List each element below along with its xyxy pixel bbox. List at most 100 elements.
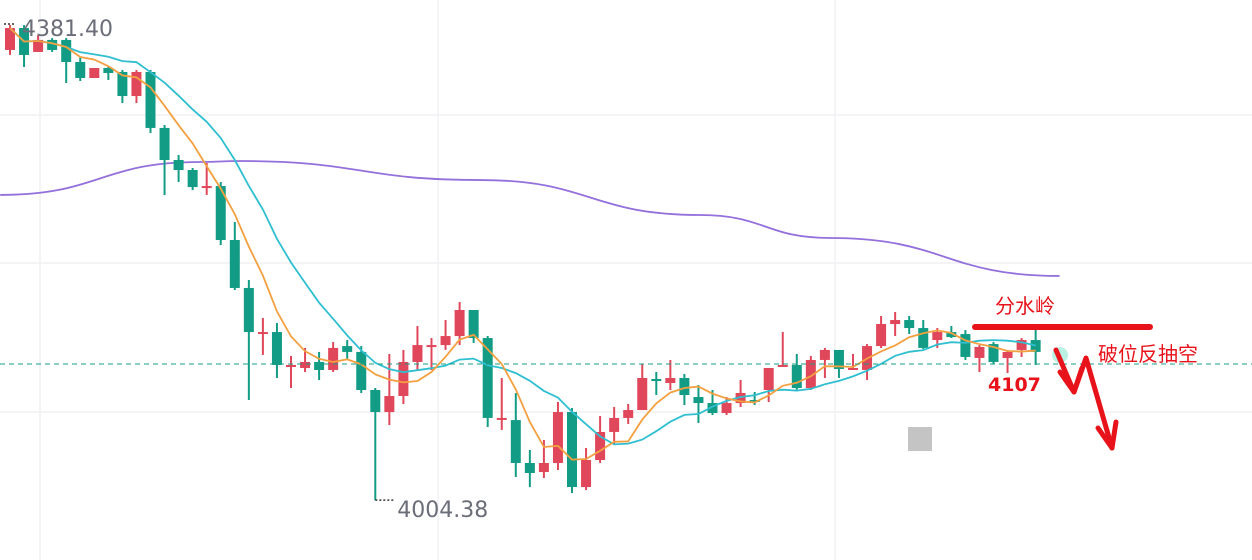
candle (412, 326, 423, 370)
candle-body (637, 377, 648, 411)
candle-body (1016, 340, 1027, 350)
candle (651, 371, 662, 396)
candle-body (918, 328, 929, 348)
candle (637, 363, 648, 411)
candle (1016, 338, 1027, 357)
ma-layer (9, 27, 1036, 461)
candle (805, 355, 816, 391)
candles-layer (5, 25, 1041, 501)
candle (988, 342, 999, 364)
candle-body (131, 71, 142, 97)
candle (510, 393, 521, 478)
candle (876, 316, 887, 348)
candle-body (1030, 340, 1041, 352)
candle (581, 447, 592, 491)
candle (595, 416, 606, 464)
candle (904, 316, 915, 335)
candle-body (426, 345, 437, 348)
candle-body (735, 393, 746, 404)
candle-body (257, 332, 268, 335)
gray-square-marker (908, 427, 932, 451)
candle (356, 346, 367, 394)
candle-body (384, 396, 395, 413)
candle-body (707, 403, 718, 414)
candle (173, 155, 184, 183)
candle-body (454, 310, 465, 337)
candle-body (75, 61, 86, 79)
ma-slow-line (0, 160, 1060, 277)
candle (286, 355, 296, 389)
candle-body (805, 359, 816, 389)
candle-body (412, 345, 423, 362)
candle (314, 351, 325, 380)
candle-body (468, 310, 479, 339)
level-label: 4107 (988, 374, 1041, 396)
candle (328, 342, 339, 372)
candle-body (848, 367, 858, 370)
candle-body (679, 377, 690, 396)
candle (819, 347, 830, 378)
candle-body (482, 338, 493, 418)
candle-body (609, 417, 620, 432)
candle (47, 38, 58, 52)
candle (243, 279, 254, 401)
ma-mid-line (9, 27, 1036, 446)
candle (271, 323, 282, 378)
candle (201, 163, 212, 195)
candle-body (960, 334, 971, 357)
candle-body (215, 186, 226, 241)
candle-body (665, 377, 676, 383)
candle-body (904, 320, 915, 329)
candle-body (117, 71, 128, 97)
candle (187, 168, 198, 191)
candle-body (538, 463, 549, 473)
candle-body (763, 367, 774, 391)
candle (524, 449, 535, 488)
candle-body (314, 361, 325, 370)
candle-body (370, 390, 381, 413)
candle (777, 332, 788, 367)
candle (890, 312, 901, 337)
candle-body (300, 361, 311, 368)
candle (567, 408, 577, 494)
candle (103, 65, 114, 81)
candle-body (440, 336, 451, 346)
candle-body (229, 240, 240, 288)
low-price-label: 4004.38 (397, 498, 488, 523)
candle-body (398, 361, 409, 397)
candle-body (524, 463, 535, 474)
candle (89, 67, 100, 79)
candle (61, 38, 72, 84)
strategy-label: 破位反抽空 (1098, 342, 1198, 366)
candle (482, 336, 493, 427)
candle (552, 402, 563, 471)
candle (75, 56, 86, 82)
candle (496, 377, 507, 430)
candle (229, 221, 240, 290)
candle (946, 326, 957, 339)
candle (693, 385, 704, 423)
candle-body (552, 412, 563, 464)
candle (735, 379, 746, 408)
candle (342, 340, 353, 360)
candle (426, 338, 437, 370)
candle-body (201, 186, 212, 189)
candle-body (173, 160, 184, 171)
candle-body (1002, 351, 1013, 358)
candle (454, 301, 465, 346)
candle (5, 25, 15, 55)
candle-body (243, 287, 254, 333)
candle-body (833, 349, 844, 369)
candle-body (777, 364, 788, 367)
candle (960, 330, 971, 360)
candle-body (693, 397, 704, 404)
candle (679, 373, 690, 406)
candle-body (496, 417, 507, 420)
candle (862, 344, 873, 380)
candle (468, 310, 479, 343)
candle-body (159, 127, 170, 161)
candle (384, 353, 395, 425)
down-arrow-icon (1053, 347, 1119, 451)
